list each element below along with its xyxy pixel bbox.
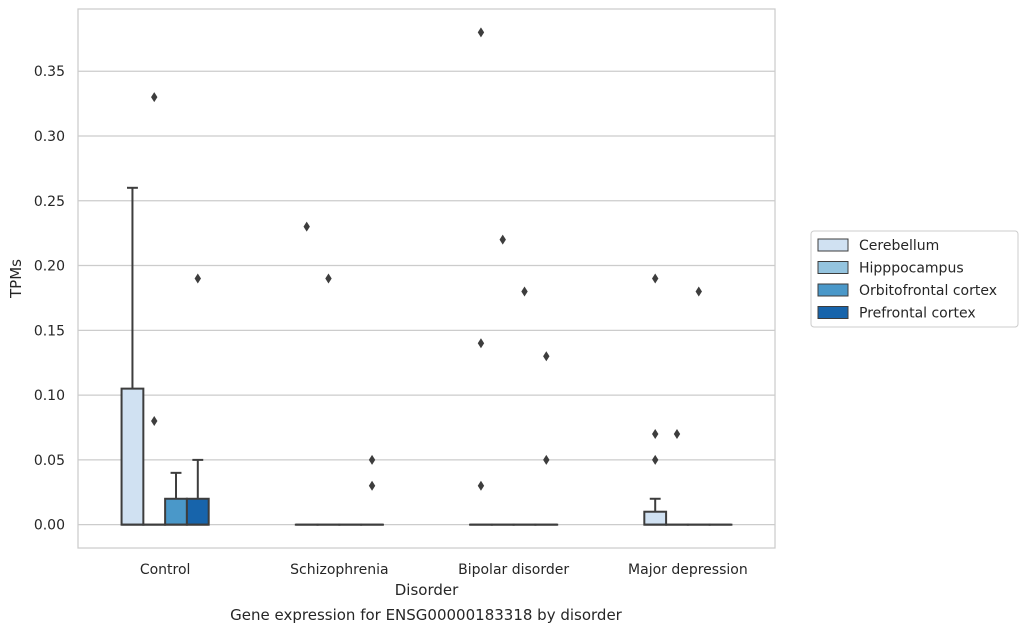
legend-label: Cerebellum bbox=[859, 238, 939, 254]
y-tick-label: 0.25 bbox=[34, 194, 65, 210]
y-tick-label: 0.35 bbox=[34, 64, 65, 80]
legend: Cerebellum Hipppocampus Orbitofrontal cort… bbox=[810, 230, 1019, 328]
y-tick-label: 0.15 bbox=[34, 323, 65, 339]
x-axis-label: Disorder bbox=[395, 581, 459, 599]
legend-label: Prefrontal cortex bbox=[859, 306, 976, 322]
box bbox=[185, 497, 210, 526]
legend-swatch bbox=[817, 261, 849, 274]
outlier-point bbox=[368, 454, 376, 465]
y-tick-label: 0.05 bbox=[34, 453, 65, 469]
legend-frame bbox=[810, 230, 1019, 328]
y-tick-label: 0.30 bbox=[34, 129, 65, 145]
box bbox=[164, 497, 188, 526]
outlier-point bbox=[695, 286, 702, 297]
grid-lines bbox=[78, 70, 775, 526]
outlier-point bbox=[652, 273, 659, 284]
outlier-point bbox=[521, 286, 528, 297]
outlier-point bbox=[477, 480, 485, 491]
outlier-point bbox=[194, 273, 201, 284]
box-prefrontal-cortex bbox=[185, 458, 210, 526]
box bbox=[120, 387, 145, 526]
x-tick-label: Control bbox=[140, 562, 191, 578]
legend-label: Orbitofrontal cortex bbox=[859, 283, 997, 299]
x-tick-labels: Control Schizophrenia Bipolar disorder Majo… bbox=[140, 562, 748, 578]
outlier-point bbox=[325, 273, 332, 284]
legend-swatch bbox=[817, 238, 849, 252]
plot-frame bbox=[77, 8, 776, 549]
outlier-point bbox=[368, 480, 376, 491]
box bbox=[643, 510, 668, 526]
outlier-point bbox=[499, 234, 506, 245]
outlier-point bbox=[151, 416, 158, 427]
y-tick-label: 0.10 bbox=[34, 388, 65, 404]
box-cerebellum bbox=[643, 497, 668, 526]
boxes bbox=[120, 186, 733, 526]
outlier-point bbox=[477, 338, 485, 349]
figure-caption: Gene expression for ENSG00000183318 by d… bbox=[230, 606, 622, 624]
y-tick-labels: 0.00 0.05 0.10 0.15 0.20 0.25 0.30 0.35 bbox=[34, 64, 65, 533]
outlier-point bbox=[673, 428, 681, 439]
outlier-point bbox=[477, 27, 485, 38]
box-cerebellum bbox=[120, 186, 145, 526]
box-orbitofrontal-cortex bbox=[164, 471, 188, 526]
outlier-point bbox=[303, 221, 310, 232]
outlier-point bbox=[151, 92, 158, 103]
outlier-point bbox=[543, 351, 550, 362]
x-tick-label: Schizophrenia bbox=[290, 562, 388, 578]
x-tick-label: Bipolar disorder bbox=[458, 562, 569, 578]
outlier-point bbox=[652, 428, 659, 439]
legend-swatch bbox=[817, 306, 849, 319]
outlier-point bbox=[652, 454, 659, 465]
x-tick-label: Major depression bbox=[628, 562, 748, 578]
outlier-point bbox=[543, 454, 550, 465]
legend-label: Hipppocampus bbox=[859, 261, 964, 277]
y-tick-label: 0.00 bbox=[34, 518, 65, 534]
outliers bbox=[151, 27, 702, 491]
y-tick-label: 0.20 bbox=[34, 259, 65, 275]
legend-swatch bbox=[817, 283, 849, 297]
y-axis-label: TPMs bbox=[7, 259, 25, 299]
